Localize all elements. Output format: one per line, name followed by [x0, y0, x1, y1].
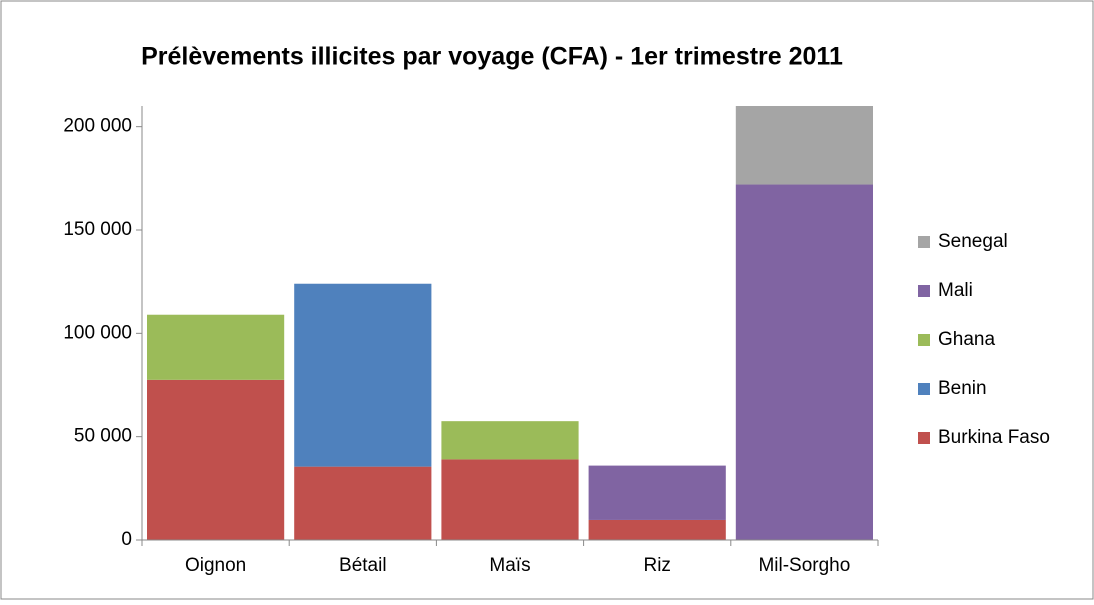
x-tick-label: Bétail [339, 555, 387, 576]
bar-segment [294, 466, 432, 540]
y-tick-label: 50 000 [74, 426, 132, 447]
legend-label: Burkina Faso [938, 427, 1050, 448]
legend-swatch [918, 236, 930, 248]
bar-segment [588, 465, 726, 520]
y-tick-label: 0 [121, 529, 132, 550]
bar-segment [147, 314, 285, 380]
legend-swatch [918, 432, 930, 444]
bar-segment [588, 519, 726, 540]
legend-label: Senegal [938, 231, 1008, 252]
legend-swatch [918, 285, 930, 297]
y-tick-label: 150 000 [63, 219, 132, 240]
legend-swatch [918, 383, 930, 395]
bar-segment [441, 459, 579, 540]
bar-segment [735, 184, 873, 541]
x-tick-label: Mil-Sorgho [758, 555, 850, 576]
y-tick-label: 100 000 [63, 322, 132, 343]
legend-label: Ghana [938, 329, 995, 350]
bar-segment [735, 106, 873, 185]
y-tick-label: 200 000 [63, 116, 132, 137]
x-tick-label: Maïs [489, 555, 530, 576]
legend-swatch [918, 334, 930, 346]
legend-label: Mali [938, 280, 973, 301]
bar-segment [147, 379, 285, 540]
legend-label: Benin [938, 378, 987, 399]
bar-segment [294, 283, 432, 467]
chart-title: Prélèvements illicites par voyage (CFA) … [141, 43, 843, 71]
bar-segment [441, 421, 579, 460]
x-tick-label: Riz [643, 555, 670, 576]
x-tick-label: Oignon [185, 555, 246, 576]
